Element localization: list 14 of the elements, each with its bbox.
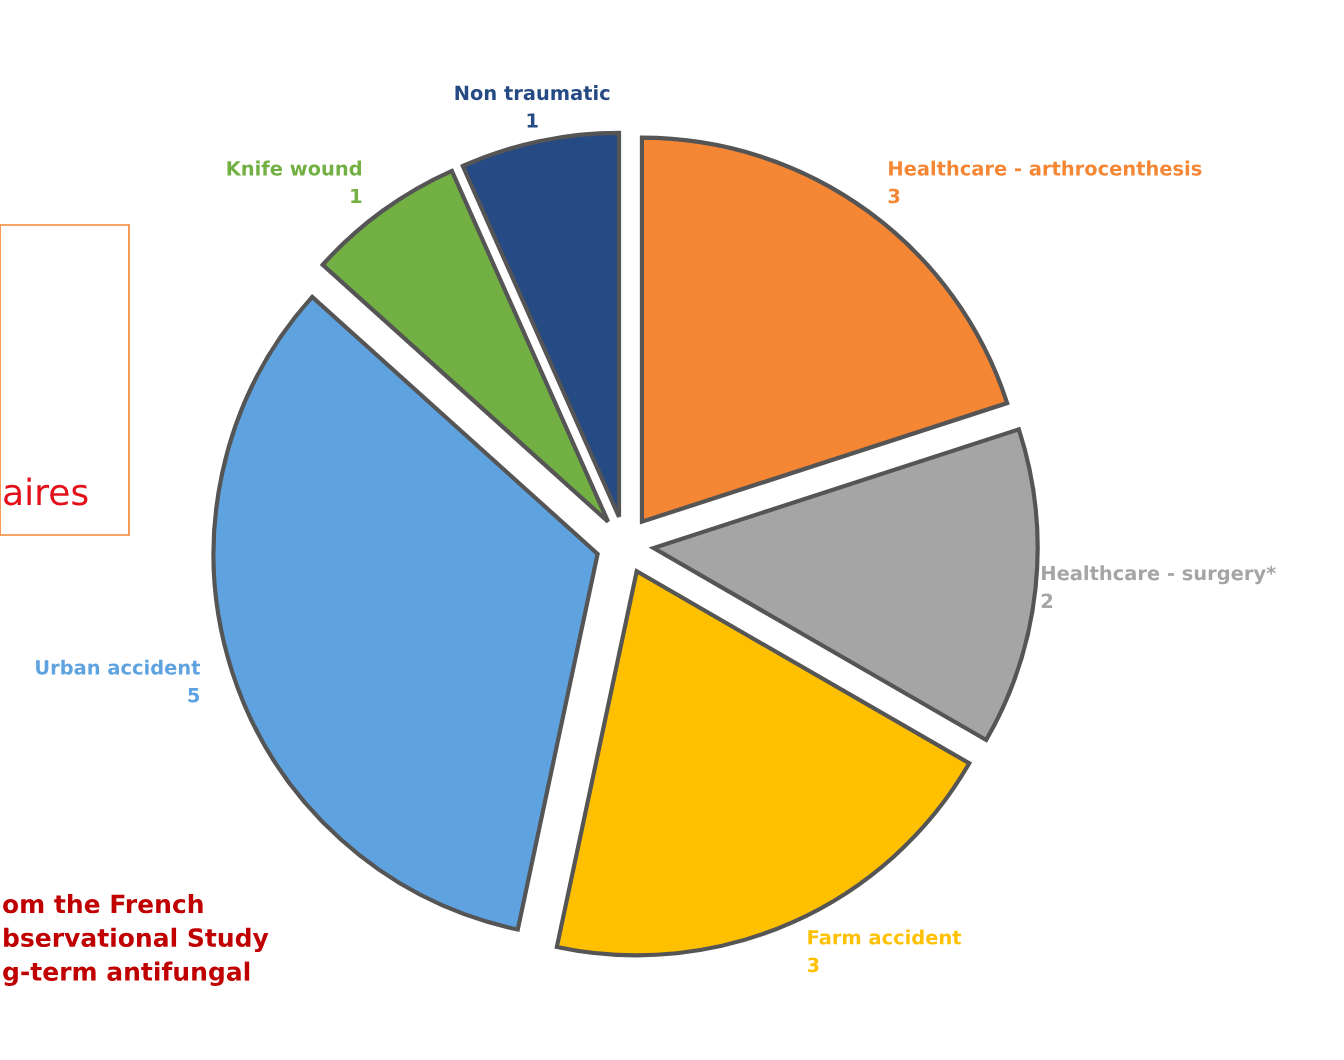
slice-label: Urban accident: [36, 659, 200, 675]
data-label: 5: [188, 687, 200, 703]
data-label: 1: [351, 188, 362, 204]
text: aires: [4, 477, 88, 506]
slice-label: Healthcare - arthrocenthesis: [889, 160, 1202, 176]
text: om the French bservational Study g-term antifungal: [3, 894, 269, 986]
data-label: 3: [807, 957, 819, 973]
slice-label: Non traumatic: [455, 85, 610, 101]
slice-label: Farm accident: [808, 929, 962, 945]
data-label: 2: [1041, 593, 1053, 608]
data-label: 1: [527, 113, 538, 128]
data-label: 3: [888, 188, 900, 204]
slice-label: Knife wound: [227, 160, 361, 176]
slice-label: Healthcare - surgery*: [1042, 565, 1276, 585]
